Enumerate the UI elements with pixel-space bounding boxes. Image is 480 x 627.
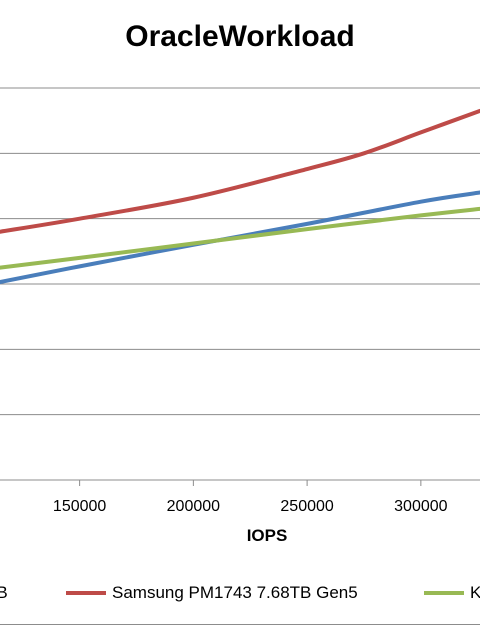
legend: TB Samsung PM1743 7.68TB Gen5 K bbox=[0, 578, 480, 608]
legend-label-series-1: TB bbox=[0, 583, 8, 602]
series-line-2 bbox=[0, 108, 480, 234]
x-tick-label: 250000 bbox=[280, 498, 333, 515]
x-axis-label: IOPS bbox=[246, 526, 288, 545]
x-tick-labels: 150000 200000 250000 300000 bbox=[53, 498, 448, 515]
x-ticks bbox=[79, 480, 422, 486]
series-line-3 bbox=[0, 206, 480, 270]
series-lines bbox=[0, 108, 480, 285]
x-tick-label: 150000 bbox=[53, 498, 106, 515]
legend-item-series-1: TB bbox=[0, 578, 8, 608]
legend-item-series-3: K bbox=[424, 578, 480, 608]
legend-swatch-series-2 bbox=[66, 591, 106, 595]
legend-label-series-2: Samsung PM1743 7.68TB Gen5 bbox=[112, 583, 358, 602]
chart-border-bottom bbox=[0, 624, 480, 625]
x-tick-label: 300000 bbox=[394, 498, 447, 515]
legend-item-series-2: Samsung PM1743 7.68TB Gen5 bbox=[66, 578, 358, 608]
x-tick-label: 200000 bbox=[167, 498, 220, 515]
legend-label-series-3: K bbox=[470, 583, 480, 602]
legend-swatch-series-3 bbox=[424, 591, 464, 595]
chart-title: OracleWorkload bbox=[125, 20, 355, 53]
